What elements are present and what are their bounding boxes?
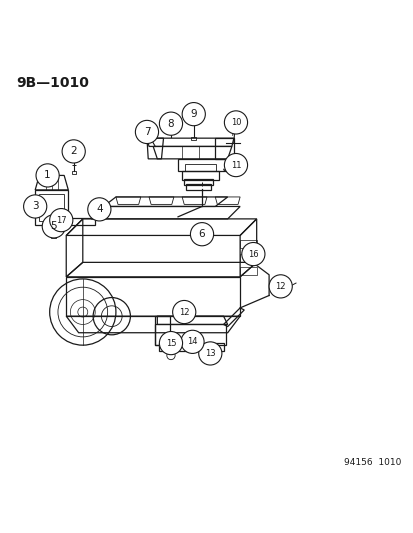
Text: 17: 17 bbox=[56, 216, 66, 224]
Text: 8: 8 bbox=[167, 119, 174, 128]
Text: 1: 1 bbox=[44, 171, 51, 180]
Circle shape bbox=[190, 223, 213, 246]
Text: 5: 5 bbox=[50, 221, 57, 231]
Circle shape bbox=[159, 332, 182, 354]
Text: 14: 14 bbox=[187, 337, 197, 346]
Text: 4: 4 bbox=[96, 204, 102, 214]
Text: 16: 16 bbox=[247, 249, 258, 259]
Circle shape bbox=[159, 112, 182, 135]
Text: 9B—1010: 9B—1010 bbox=[17, 76, 89, 90]
Circle shape bbox=[224, 111, 247, 134]
Circle shape bbox=[24, 195, 47, 218]
Circle shape bbox=[42, 215, 65, 238]
Text: 11: 11 bbox=[230, 160, 241, 169]
Circle shape bbox=[241, 243, 264, 265]
Circle shape bbox=[224, 154, 247, 176]
Text: 10: 10 bbox=[230, 118, 241, 127]
Circle shape bbox=[182, 102, 205, 126]
Text: 9: 9 bbox=[190, 109, 197, 119]
Circle shape bbox=[88, 198, 111, 221]
Circle shape bbox=[172, 301, 195, 324]
Text: 6: 6 bbox=[198, 229, 205, 239]
Text: 94156  1010: 94156 1010 bbox=[343, 458, 401, 467]
Circle shape bbox=[198, 342, 221, 365]
Text: 12: 12 bbox=[275, 282, 285, 291]
Circle shape bbox=[180, 330, 204, 353]
Text: 2: 2 bbox=[70, 147, 77, 156]
Text: 3: 3 bbox=[32, 201, 38, 212]
Circle shape bbox=[62, 140, 85, 163]
Circle shape bbox=[135, 120, 158, 143]
Text: 13: 13 bbox=[204, 349, 215, 358]
Text: 7: 7 bbox=[143, 127, 150, 137]
Text: 12: 12 bbox=[178, 308, 189, 317]
Circle shape bbox=[50, 208, 73, 232]
Circle shape bbox=[268, 275, 292, 298]
Circle shape bbox=[36, 164, 59, 187]
Text: 15: 15 bbox=[165, 338, 176, 348]
